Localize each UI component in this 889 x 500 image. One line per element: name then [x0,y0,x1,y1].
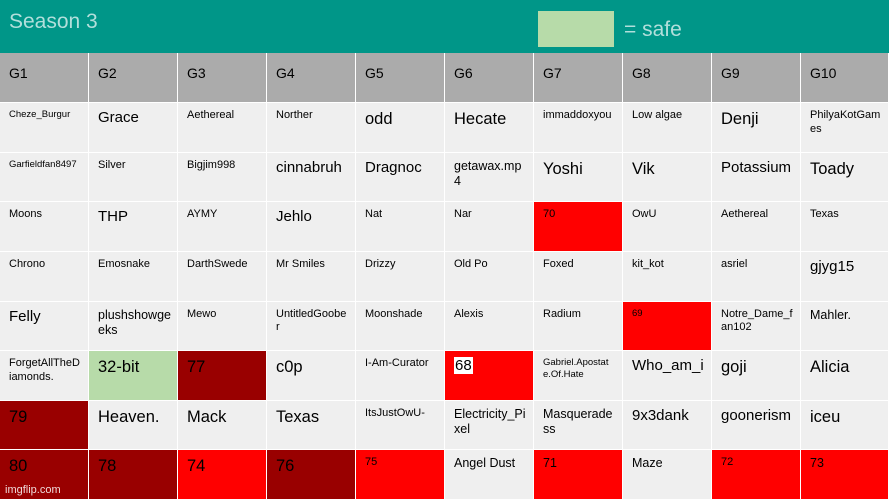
safe-legend-swatch [538,11,614,47]
column-header: G4 [267,53,356,103]
player-cell: goonerism [712,400,801,451]
player-cell: Norther [267,103,356,153]
player-cell: iceu [801,400,889,451]
player-cell: Texas [267,400,356,451]
player-cell: 76 [267,450,356,500]
player-cell: 75 [356,450,445,500]
column-header: G7 [534,53,623,103]
player-cell: Yoshi [534,152,623,203]
player-cell: Aethereal [178,103,267,153]
player-cell: Who_am_i [623,351,712,401]
player-cell: Moons [0,202,89,252]
player-cell: Silver [89,152,178,203]
player-cell: Nat [356,202,445,252]
player-cell: Mr Smiles [267,251,356,302]
player-cell: kit_kot [623,251,712,302]
column-header: G3 [178,53,267,103]
player-cell: Chrono [0,251,89,302]
player-cell: Heaven. [89,400,178,451]
player-cell: Texas [801,202,889,252]
player-cell: Angel Dust [445,450,534,500]
player-cell: Mack [178,400,267,451]
player-cell: Bigjim998 [178,152,267,203]
player-cell: Mahler. [801,301,889,352]
player-cell: Foxed [534,251,623,302]
player-cell: Notre_Dame_fan102 [712,301,801,352]
player-cell: plushshowgeeks [89,301,178,352]
player-cell: Potassium [712,152,801,203]
player-cell: gjyg15 [801,251,889,302]
column-header: G5 [356,53,445,103]
player-cell: Gabriel.Apostate.Of.Hate [534,351,623,401]
player-cell: PhilyaKotGames [801,103,889,153]
player-cell: Denji [712,103,801,153]
player-cell: Vik [623,152,712,203]
player-cell: Aethereal [712,202,801,252]
column-header: G9 [712,53,801,103]
player-cell: 71 [534,450,623,500]
player-cell: goji [712,351,801,401]
player-cell: Alicia [801,351,889,401]
player-cell: Low algae [623,103,712,153]
column-header: G10 [801,53,889,103]
player-cell: ForgetAllTheDiamonds. [0,351,89,401]
player-cell: c0p [267,351,356,401]
player-cell: Drizzy [356,251,445,302]
player-cell: Mewo [178,301,267,352]
player-cell: DarthSwede [178,251,267,302]
player-cell: Toady [801,152,889,203]
season-table: G1 G2 G3 G4 G5 G6 G7 G8 G9 G10 Cheze_Burgur Grace Ae… [0,53,889,500]
player-cell: 69 [623,301,712,352]
player-cell: 79 [0,400,89,451]
player-cell: UntitledGoober [267,301,356,352]
column-header: G8 [623,53,712,103]
player-cell: Old Po [445,251,534,302]
player-cell: OwU [623,202,712,252]
player-cell: cinnabruh [267,152,356,203]
player-cell: 9x3dank [623,400,712,451]
player-cell: Cheze_Burgur [0,103,89,153]
title-bar: Season 3 = safe [0,0,889,53]
safe-legend-label: = safe [624,18,682,41]
player-cell: Electricity_Pixel [445,400,534,451]
player-cell: Moonshade [356,301,445,352]
player-cell: odd [356,103,445,153]
player-cell: asriel [712,251,801,302]
player-cell: 74 [178,450,267,500]
player-cell: Hecate [445,103,534,153]
player-cell: Masquerade ss [534,400,623,451]
player-cell: 68 [445,351,534,401]
player-cell: 72 [712,450,801,500]
player-cell: Maze [623,450,712,500]
page-title: Season 3 [9,10,98,33]
player-cell: 32-bit [89,351,178,401]
player-cell: Nar [445,202,534,252]
cell-label: 68 [454,357,473,375]
column-header: G6 [445,53,534,103]
player-cell: Dragnoc [356,152,445,203]
player-cell: Felly [0,301,89,352]
player-cell: 70 [534,202,623,252]
player-cell: I-Am-Curator [356,351,445,401]
player-cell: 78 [89,450,178,500]
player-cell: Garfieldfan8497 [0,152,89,203]
player-cell: Radium [534,301,623,352]
player-cell: getawax.mp4 [445,152,534,203]
column-header: G2 [89,53,178,103]
player-cell: AYMY [178,202,267,252]
player-cell: 77 [178,351,267,401]
player-cell: Emosnake [89,251,178,302]
player-cell: 80 [0,450,89,500]
player-cell: THP [89,202,178,252]
player-cell: Jehlo [267,202,356,252]
player-cell: ItsJustOwU- [356,400,445,451]
player-cell: Grace [89,103,178,153]
player-cell: immaddoxyou [534,103,623,153]
column-header: G1 [0,53,89,103]
player-cell: Alexis [445,301,534,352]
player-cell: 73 [801,450,889,500]
